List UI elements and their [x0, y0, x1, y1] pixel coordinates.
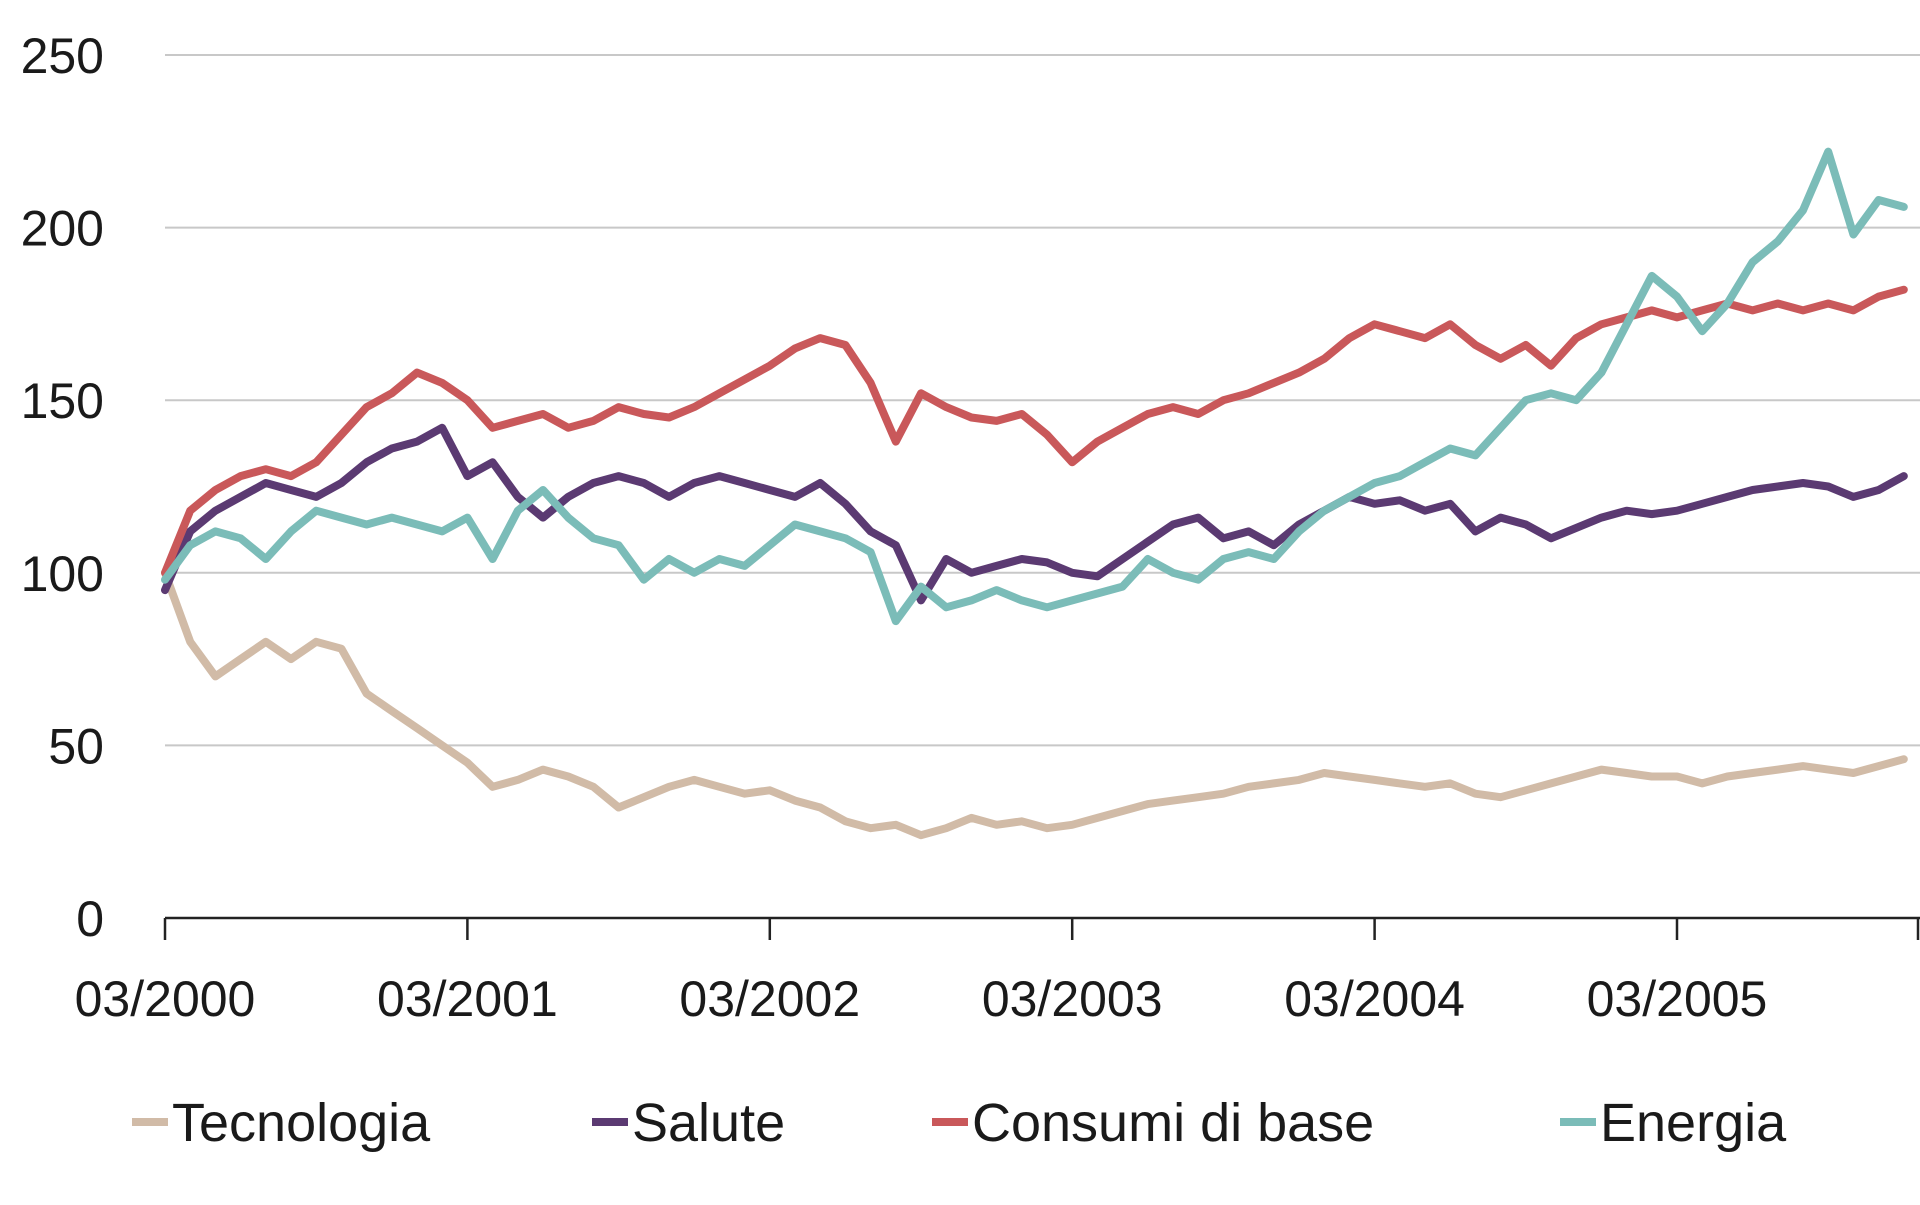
legend: Tecnologia Salute Consumi di base Energia [132, 1093, 1787, 1153]
x-tick-label: 03/2005 [1587, 971, 1768, 1027]
legend-label-consumi-di-base: Consumi di base [972, 1093, 1374, 1153]
legend-label-salute: Salute [632, 1093, 785, 1153]
x-tick-label: 03/2001 [377, 971, 558, 1027]
x-tick-label: 03/2000 [75, 971, 256, 1027]
x-tick-label: 03/2003 [982, 971, 1163, 1027]
series-line-tecnologia [161, 568, 1908, 840]
series-lines [161, 147, 1908, 840]
series-line-consumi-di-base [161, 285, 1908, 577]
series-line-salute [161, 423, 1908, 605]
legend-label-energia: Energia [1600, 1093, 1787, 1153]
y-tick-label: 100 [21, 546, 104, 602]
axes: 0 50 100 150 200 250 03/2000 03/2001 03/2002 03/2… [21, 28, 1920, 1027]
y-tick-label: 250 [21, 28, 104, 84]
x-tick-label: 03/2004 [1284, 971, 1465, 1027]
gridlines [165, 54, 1920, 747]
y-tick-label: 200 [21, 201, 104, 257]
x-tick-label: 03/2002 [679, 971, 860, 1027]
y-tick-label: 50 [48, 718, 104, 774]
series-line-energia [161, 147, 1908, 626]
y-tick-label: 0 [76, 891, 104, 947]
legend-label-tecnologia: Tecnologia [172, 1093, 431, 1153]
y-tick-label: 150 [21, 373, 104, 429]
